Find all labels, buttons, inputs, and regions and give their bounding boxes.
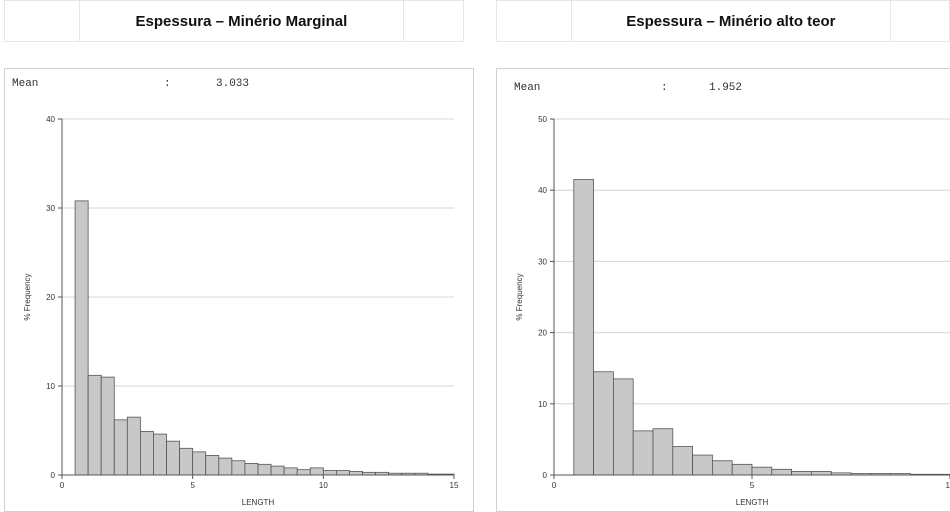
- chart-title-left: Espessura – Minério Marginal: [79, 0, 404, 42]
- histogram-bar: [593, 371, 614, 476]
- histogram-bar: [257, 463, 272, 476]
- histogram-bar: [672, 446, 694, 476]
- histogram-right: Mean : 1.952 0 10 20 30 40 50 0 5 10 LENGTH % Fr…: [496, 68, 950, 512]
- histogram-bar: [573, 179, 595, 476]
- y-tick-label: 0: [51, 471, 56, 480]
- chart-title-right: Espessura – Minério alto teor: [571, 0, 891, 42]
- histogram-bar: [731, 463, 753, 476]
- title-cell-blank: [889, 0, 950, 42]
- title-row-right: Espessura – Minério alto teor: [495, 0, 950, 42]
- histogram-bar: [166, 440, 181, 476]
- histogram-bar: [179, 447, 194, 476]
- histogram-bar: [153, 433, 167, 476]
- x-tick-label: 15: [450, 481, 459, 490]
- histogram-bar: [309, 467, 324, 476]
- histogram-bar: [231, 460, 246, 476]
- histogram-bar: [283, 467, 298, 476]
- histogram-bar: [613, 378, 634, 476]
- title-cell-blank: [402, 0, 465, 42]
- y-tick-label: 20: [538, 329, 547, 338]
- y-tick-label: 40: [46, 115, 55, 124]
- histogram-bar: [218, 457, 233, 476]
- axes-group: 0 10 20 30 40 0 5 10 15: [46, 115, 459, 490]
- axes-group: 0 10 20 30 40 50 0 5 10: [538, 115, 950, 490]
- x-tick-label: 10: [946, 481, 950, 490]
- histogram-bar: [335, 470, 350, 476]
- y-axis-label: % Frequency: [23, 273, 32, 320]
- histogram-bar: [100, 376, 115, 476]
- mean-label: Mean: [12, 78, 38, 90]
- histogram-bar: [192, 451, 207, 476]
- y-tick-label: 50: [538, 115, 547, 124]
- x-axis-label: LENGTH: [736, 498, 769, 507]
- histogram-bar: [74, 200, 89, 476]
- histogram-bar: [322, 470, 337, 476]
- mean-value: 3.033: [216, 78, 249, 90]
- y-axis-label: % Frequency: [515, 273, 524, 320]
- histogram-bar: [126, 416, 141, 476]
- y-tick-label: 10: [46, 382, 55, 391]
- title-cell-blank: [3, 0, 81, 42]
- y-tick-label: 30: [46, 204, 55, 213]
- histogram-bar: [296, 469, 311, 476]
- histogram-bar: [711, 460, 733, 476]
- x-axis-label: LENGTH: [242, 498, 275, 507]
- histogram-bar: [139, 430, 154, 476]
- mean-separator: :: [164, 78, 171, 90]
- histogram-bar: [349, 471, 363, 476]
- mean-value: 1.952: [709, 82, 742, 94]
- y-tick-label: 0: [543, 471, 548, 480]
- panel-border: [496, 68, 950, 512]
- bars-group: [573, 179, 950, 476]
- histogram-panel-left: Mean : 3.033 0 10 20 30 40 0 5 10 15 LENGTH % Fr…: [4, 68, 474, 512]
- histogram-panel-right: Mean : 1.952 0 10 20 30 40 50 0 5 10 LENGTH % Fr…: [496, 68, 950, 512]
- mean-label: Mean: [514, 82, 540, 94]
- y-tick-label: 40: [538, 186, 547, 195]
- x-tick-label: 0: [552, 481, 557, 490]
- histogram-bar: [270, 465, 285, 476]
- y-tick-label: 30: [538, 257, 547, 266]
- histogram-bar: [791, 471, 812, 476]
- x-tick-label: 5: [750, 481, 755, 490]
- grid-lines: [62, 118, 454, 387]
- title-cell-blank: [495, 0, 573, 42]
- histogram-left: Mean : 3.033 0 10 20 30 40 0 5 10 15 LENGTH % Fr…: [4, 68, 474, 512]
- histogram-bar: [810, 471, 832, 476]
- x-tick-label: 10: [319, 481, 328, 490]
- histogram-bar: [632, 430, 654, 476]
- histogram-bar: [87, 374, 102, 476]
- histogram-bar: [771, 468, 792, 476]
- y-tick-label: 20: [46, 293, 55, 302]
- histogram-bar: [692, 454, 713, 476]
- histogram-bar: [751, 466, 773, 476]
- y-tick-label: 10: [538, 400, 547, 409]
- histogram-bar: [205, 455, 220, 476]
- x-tick-label: 5: [190, 481, 195, 490]
- histogram-bar: [244, 463, 259, 476]
- mean-separator: :: [661, 82, 668, 94]
- histogram-bar: [652, 428, 674, 476]
- histogram-bar: [113, 419, 128, 476]
- title-row-left: Espessura – Minério Marginal: [3, 0, 465, 42]
- x-tick-label: 0: [60, 481, 65, 490]
